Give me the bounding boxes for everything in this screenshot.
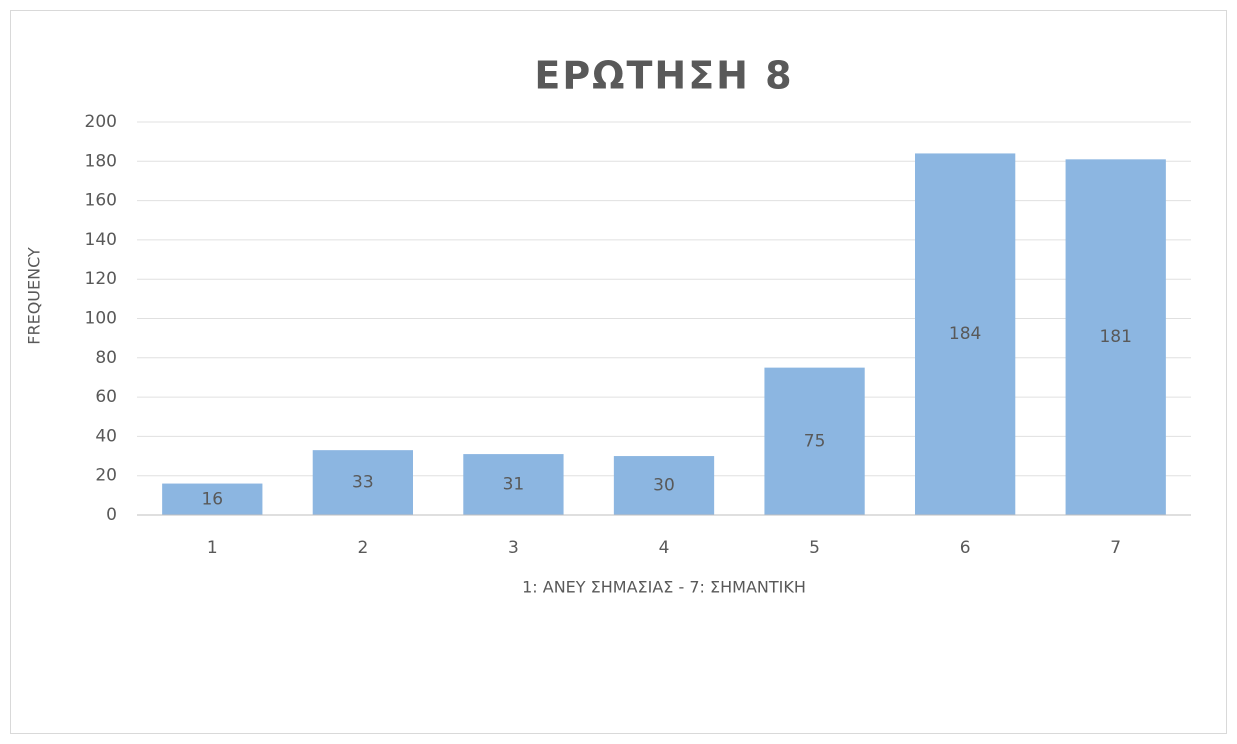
x-tick-label: 7: [1110, 538, 1121, 558]
y-tick-label: 120: [85, 269, 117, 289]
y-tick-label: 60: [95, 387, 117, 407]
bar: [764, 367, 865, 515]
y-tick-label: 200: [85, 112, 117, 132]
data-label: 16: [201, 489, 223, 509]
y-tick-label: 140: [85, 230, 117, 250]
data-label: 75: [804, 431, 826, 451]
x-axis-label: 1: ΑΝΕΥ ΣΗΜΑΣΙΑΣ - 7: ΣΗΜΑΝΤΙΚΗ: [522, 578, 806, 597]
y-tick-label: 20: [95, 466, 117, 486]
data-label: 181: [1099, 327, 1131, 347]
y-axis-label: FREQUENCY: [25, 247, 44, 345]
y-tick-label: 100: [85, 309, 117, 329]
x-tick-label: 2: [357, 538, 368, 558]
y-tick-label: 40: [95, 426, 117, 446]
data-label: 31: [503, 475, 525, 495]
x-tick-label: 1: [207, 538, 218, 558]
y-tick-label: 80: [95, 348, 117, 368]
x-tick-label: 4: [659, 538, 670, 558]
bar: [613, 456, 715, 515]
bar: [463, 454, 564, 515]
chart-title: ΕΡΩΤΗΣΗ 8: [534, 54, 793, 98]
bar: [915, 153, 1016, 515]
bar: [162, 483, 263, 515]
x-tick-label: 5: [809, 538, 820, 558]
data-label: 33: [352, 473, 374, 493]
x-tick-label: 6: [960, 538, 971, 558]
bar: [312, 450, 413, 515]
y-tick-label: 0: [106, 505, 117, 525]
data-label: 184: [949, 324, 981, 344]
y-tick-label: 160: [85, 191, 117, 211]
x-tick-label: 3: [508, 538, 519, 558]
bar: [1065, 159, 1166, 515]
data-label: 30: [653, 476, 675, 496]
chart-border: [10, 10, 1227, 734]
y-tick-label: 180: [85, 151, 117, 171]
